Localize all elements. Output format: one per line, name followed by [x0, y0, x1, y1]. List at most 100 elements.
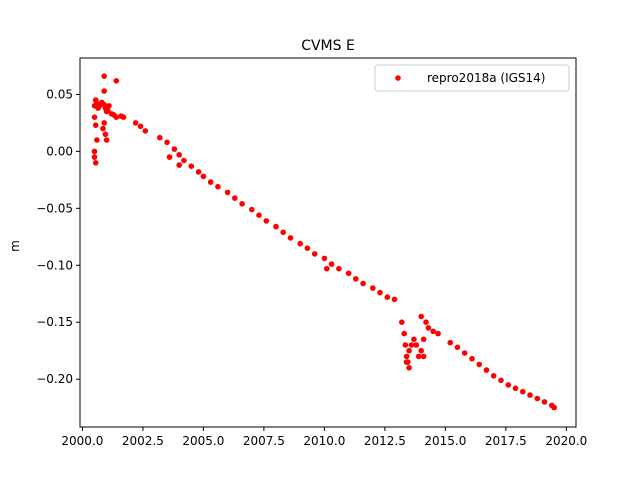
legend-label: repro2018a (IGS14) [427, 71, 545, 85]
data-point [370, 285, 376, 291]
data-point [232, 195, 238, 201]
data-point [100, 125, 106, 132]
data-point [541, 399, 548, 405]
data-point [415, 353, 422, 360]
data-point [321, 255, 328, 262]
legend-box [374, 64, 570, 92]
data-point [411, 336, 417, 343]
y-axis-label: m [8, 240, 22, 252]
data-point [176, 152, 182, 158]
y-tick-label: −0.20 [36, 372, 73, 386]
data-point [311, 251, 318, 257]
data-point [360, 280, 366, 287]
data-point [91, 148, 98, 155]
data-point [92, 122, 99, 128]
data-point [420, 353, 427, 360]
data-point [137, 123, 144, 130]
y-tick-label: 0.05 [46, 87, 73, 101]
data-point [101, 120, 107, 126]
data-point [224, 189, 231, 196]
data-point [413, 342, 420, 348]
data-point [101, 88, 107, 94]
data-point [520, 388, 526, 395]
data-point [181, 157, 187, 164]
data-point [263, 218, 270, 224]
data-point [454, 344, 461, 351]
data-point [324, 265, 330, 272]
data-point [423, 319, 429, 326]
data-point [239, 201, 245, 207]
x-tick-label: 2000.0 [61, 434, 103, 448]
data-point [418, 313, 425, 320]
data-point [105, 107, 111, 114]
data-point [512, 385, 519, 392]
data-point [166, 154, 173, 160]
data-point [476, 361, 483, 368]
data-point [256, 212, 262, 218]
data-point [328, 261, 335, 267]
data-point [391, 296, 398, 303]
data-point [527, 392, 533, 398]
data-point [418, 347, 425, 354]
data-point [94, 137, 100, 143]
data-point [287, 235, 294, 241]
data-point [403, 359, 410, 365]
axis-ticks: 2000.0 2002.5 2005.0 2007.5 2010.0 2012.5 2015… [36, 87, 587, 448]
data-point [505, 382, 512, 388]
data-point [399, 319, 405, 326]
x-tick-label: 2020.0 [545, 434, 587, 448]
data-point [113, 114, 120, 120]
data-point [171, 146, 178, 152]
y-tick-label: −0.10 [36, 258, 73, 272]
data-point [106, 103, 112, 109]
data-point [101, 73, 107, 79]
data-point [195, 169, 202, 175]
data-point [420, 336, 427, 343]
data-point [498, 377, 504, 384]
data-point [249, 206, 255, 213]
data-point [425, 325, 432, 331]
data-point [402, 342, 409, 348]
data-point [408, 342, 415, 348]
data-point [92, 160, 99, 166]
data-point [188, 163, 195, 169]
data-point [406, 347, 412, 354]
data-point [280, 229, 287, 236]
data-point [164, 139, 170, 146]
data-point [113, 78, 120, 84]
data-point [430, 328, 437, 335]
data-point [91, 114, 98, 120]
x-tick-label: 2007.5 [243, 434, 285, 448]
data-points [91, 73, 557, 411]
x-tick-label: 2002.5 [122, 434, 164, 448]
legend-marker-icon [395, 75, 401, 81]
x-tick-label: 2005.0 [182, 434, 224, 448]
data-point [91, 154, 98, 160]
x-tick-label: 2017.5 [485, 434, 527, 448]
data-point [200, 173, 207, 180]
chart-title: CVMS E [301, 38, 355, 54]
data-point [132, 120, 139, 126]
data-point [406, 365, 412, 371]
data-point [384, 294, 391, 301]
x-tick-label: 2012.5 [364, 434, 406, 448]
data-point [469, 355, 475, 362]
data-point [483, 367, 490, 373]
data-point [447, 339, 454, 346]
legend: repro2018a (IGS14) [374, 64, 570, 92]
data-point [403, 353, 410, 360]
data-point [461, 350, 468, 356]
data-point [297, 240, 304, 247]
plot-frame [79, 57, 577, 428]
data-point [401, 330, 408, 337]
data-point [377, 289, 383, 296]
data-point [353, 276, 359, 282]
data-point [176, 162, 182, 168]
data-point [336, 265, 342, 272]
data-point [103, 137, 110, 143]
y-tick-label: 0.00 [46, 144, 73, 158]
data-point [142, 128, 149, 134]
x-tick-label: 2015.0 [424, 434, 466, 448]
data-point [102, 131, 109, 138]
